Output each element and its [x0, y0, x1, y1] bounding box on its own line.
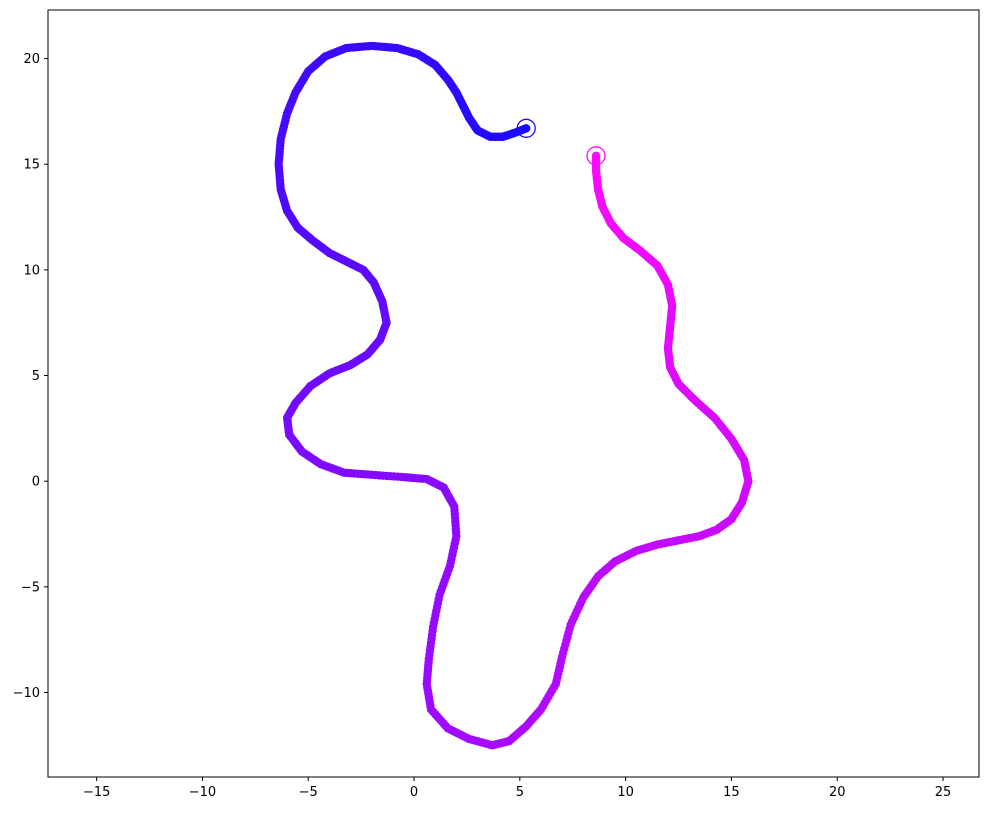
y-tick-label: 0: [32, 475, 40, 490]
x-tick-label: 15: [723, 785, 740, 800]
plot-background: [48, 10, 979, 777]
axes-frame: [47, 9, 980, 778]
y-tick-label: 20: [23, 52, 40, 67]
y-axis: −10 −5 0 5 10 15 20: [13, 52, 48, 701]
x-tick-label: −10: [189, 785, 216, 800]
x-tick-label: 0: [410, 785, 418, 800]
x-tick-label: −15: [83, 785, 110, 800]
end-marker: [586, 146, 606, 166]
y-tick-label: −10: [13, 686, 40, 701]
y-tick-label: −5: [21, 580, 40, 595]
marker-layer: [516, 118, 606, 166]
x-tick-label: 20: [829, 785, 846, 800]
x-tick-label: 25: [935, 785, 952, 800]
y-tick-label: 5: [32, 369, 40, 384]
x-axis: −15 −10 −5 0 5 10 15 20 25: [83, 777, 951, 800]
y-tick-label: 15: [23, 158, 40, 173]
trajectory-point: [591, 151, 601, 160]
x-tick-label: −5: [299, 785, 318, 800]
start-marker: [516, 118, 536, 138]
x-tick-label: 10: [617, 785, 634, 800]
x-tick-label: 5: [516, 785, 524, 800]
series-layer: [274, 41, 753, 750]
y-tick-label: 10: [23, 263, 40, 278]
